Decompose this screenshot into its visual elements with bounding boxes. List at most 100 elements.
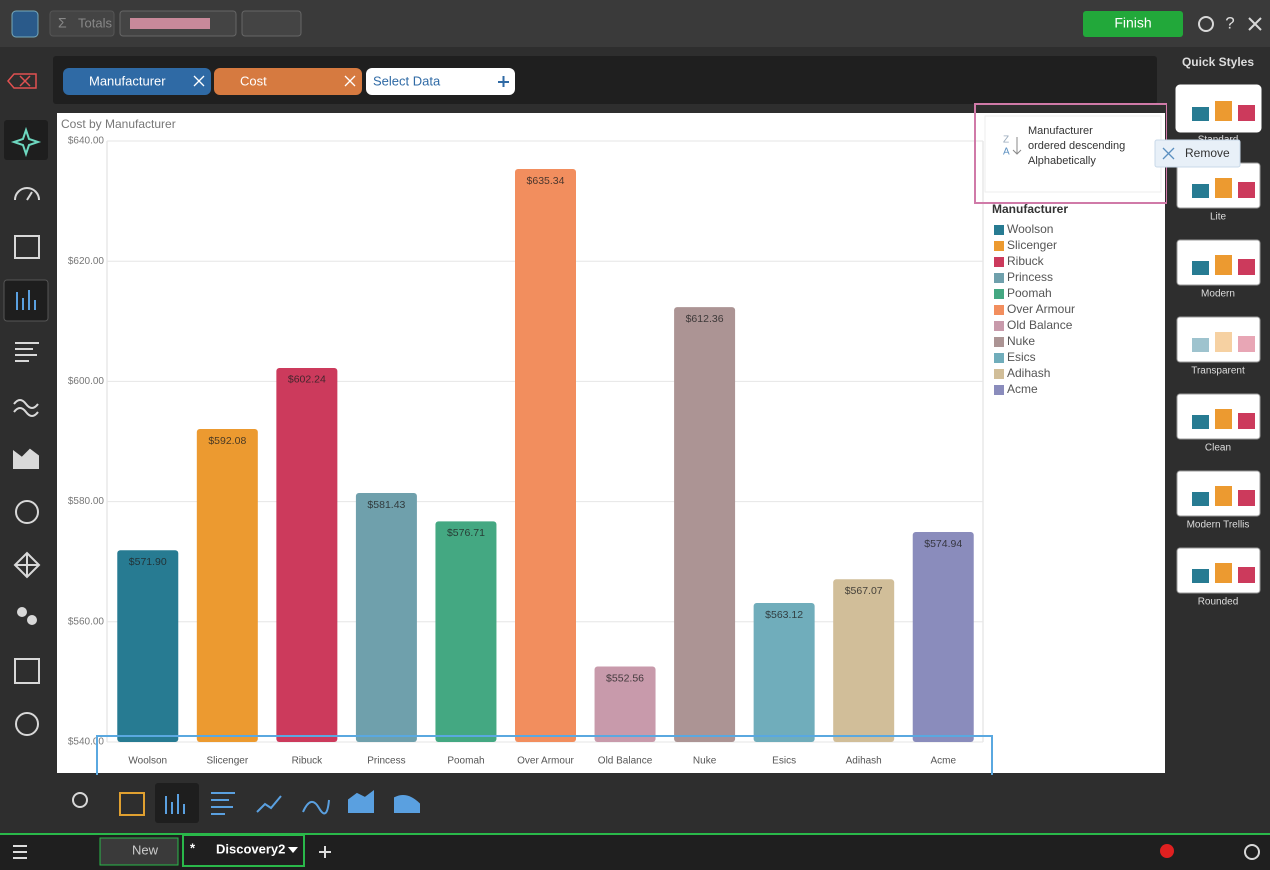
legend-label: Old Balance	[1007, 318, 1073, 332]
x-tick-label: Woolson	[128, 756, 167, 767]
add-icon	[498, 76, 509, 87]
x-tick-label: Slicenger	[206, 756, 248, 767]
style-thumb-bar	[1192, 338, 1209, 352]
legend-swatch	[994, 289, 1004, 299]
legend-label: Ribuck	[1007, 254, 1045, 268]
remove-icon	[1162, 147, 1175, 160]
style-thumb-bar	[1215, 255, 1232, 275]
x-tick-label: Nuke	[693, 756, 717, 767]
sort-icon: Z	[1003, 135, 1009, 146]
sort-line: Manufacturer	[1028, 125, 1093, 137]
remove-menu[interactable]	[1154, 139, 1241, 168]
y-tick-label: $540.00	[68, 737, 105, 748]
add-tab[interactable]	[319, 846, 331, 858]
tab[interactable]	[99, 837, 179, 866]
bar	[833, 579, 895, 742]
finish-label: Finish	[1114, 15, 1151, 31]
legend-swatch	[994, 305, 1004, 315]
style-thumb-bar	[1192, 261, 1209, 275]
style-label: Transparent	[1191, 366, 1245, 377]
cost-chip[interactable]	[214, 68, 362, 95]
x-tick-label: Poomah	[447, 756, 484, 767]
legend-label: Poomah	[1007, 286, 1052, 300]
sigma: Σ	[58, 15, 67, 31]
style-thumb-bar	[1215, 409, 1232, 429]
data-label: $576.71	[447, 527, 485, 539]
legend-swatch	[994, 321, 1004, 331]
y-tick-label: $640.00	[68, 136, 105, 147]
style-label: Rounded	[1198, 597, 1239, 608]
y-tick-label: $560.00	[68, 616, 105, 627]
style-thumb-bar	[1215, 332, 1232, 352]
sort-button[interactable]	[241, 10, 302, 37]
data-label: $571.90	[129, 556, 167, 568]
bar	[276, 367, 338, 742]
clock-icon[interactable]	[1244, 844, 1260, 860]
clear-icon[interactable]	[7, 73, 37, 89]
chip-label: Manufacturer	[89, 73, 166, 88]
menu-icon[interactable]	[13, 845, 27, 859]
data-label: $563.12	[765, 609, 803, 621]
style-thumb-bar	[1238, 259, 1255, 275]
style-thumb-bar	[1238, 336, 1255, 352]
style-label: Modern	[1201, 289, 1235, 300]
notification[interactable]	[1160, 844, 1174, 858]
legend-swatch	[994, 257, 1004, 267]
tab-dropdown[interactable]	[288, 847, 298, 853]
sort-line: ordered descending	[1028, 140, 1125, 152]
legend-swatch	[994, 241, 1004, 251]
style-thumb-bar	[1215, 178, 1232, 198]
close-icon[interactable]	[1248, 17, 1262, 31]
legend-label: Nuke	[1007, 334, 1035, 348]
style-thumb-bar	[1192, 569, 1209, 583]
data-label: $602.24	[288, 374, 326, 386]
style-thumb-bar	[1192, 184, 1209, 198]
totals-button[interactable]	[49, 10, 115, 37]
bar	[753, 603, 815, 742]
bar	[594, 666, 656, 742]
legend-label: Slicenger	[1007, 238, 1057, 252]
sidebar-item-active[interactable]	[3, 279, 49, 322]
app-icon[interactable]	[11, 10, 39, 38]
x-tick-label: Acme	[930, 756, 956, 767]
style-thumb-bar	[1238, 490, 1255, 506]
legend-label: Woolson	[1007, 222, 1053, 236]
data-label: $552.56	[606, 672, 644, 684]
style-thumb-bar	[1215, 101, 1232, 121]
sidebar-item[interactable]	[4, 120, 48, 160]
style-thumb-bar	[1215, 486, 1232, 506]
style-thumb-bar	[1192, 415, 1209, 429]
chip-remove[interactable]	[193, 75, 205, 87]
legend-label: Acme	[1007, 382, 1038, 396]
select-data-chip[interactable]	[366, 68, 515, 95]
x-tick-label: Old Balance	[598, 756, 653, 767]
bar	[515, 169, 576, 743]
finish-button[interactable]	[1083, 11, 1183, 37]
legend-swatch	[994, 369, 1004, 379]
chip-remove[interactable]	[344, 75, 356, 87]
sort-icon: A	[1003, 147, 1010, 158]
legend-title: Manufacturer	[992, 202, 1068, 216]
manufacturer-chip[interactable]	[63, 68, 211, 95]
x-tick-label: Adihash	[846, 756, 882, 767]
tab-modified: *	[190, 840, 196, 855]
help-icon[interactable]: ?	[1225, 13, 1234, 32]
quick-styles: StandardLiteModernTransparentCleanModern…	[1175, 84, 1262, 608]
style-thumb-bar	[1238, 413, 1255, 429]
tab-active[interactable]	[182, 834, 305, 867]
legend-swatch	[994, 225, 1004, 235]
bar	[435, 521, 497, 742]
legend-swatch	[994, 385, 1004, 395]
style-thumb-bar	[1192, 107, 1209, 121]
sidebar-icons	[10, 126, 42, 736]
legend: Woolson Slicenger Ribuck Princess Poomah Over…	[994, 222, 1075, 396]
style-label: Clean	[1205, 443, 1231, 454]
sort-line: Alphabetically	[1028, 155, 1096, 167]
legend-swatch	[994, 337, 1004, 347]
palette-swatch	[130, 18, 210, 29]
x-tick-label: Ribuck	[292, 756, 324, 767]
y-tick-label: $580.00	[68, 496, 105, 507]
style-label: Lite	[1210, 212, 1227, 223]
info-icon[interactable]	[1198, 16, 1214, 32]
